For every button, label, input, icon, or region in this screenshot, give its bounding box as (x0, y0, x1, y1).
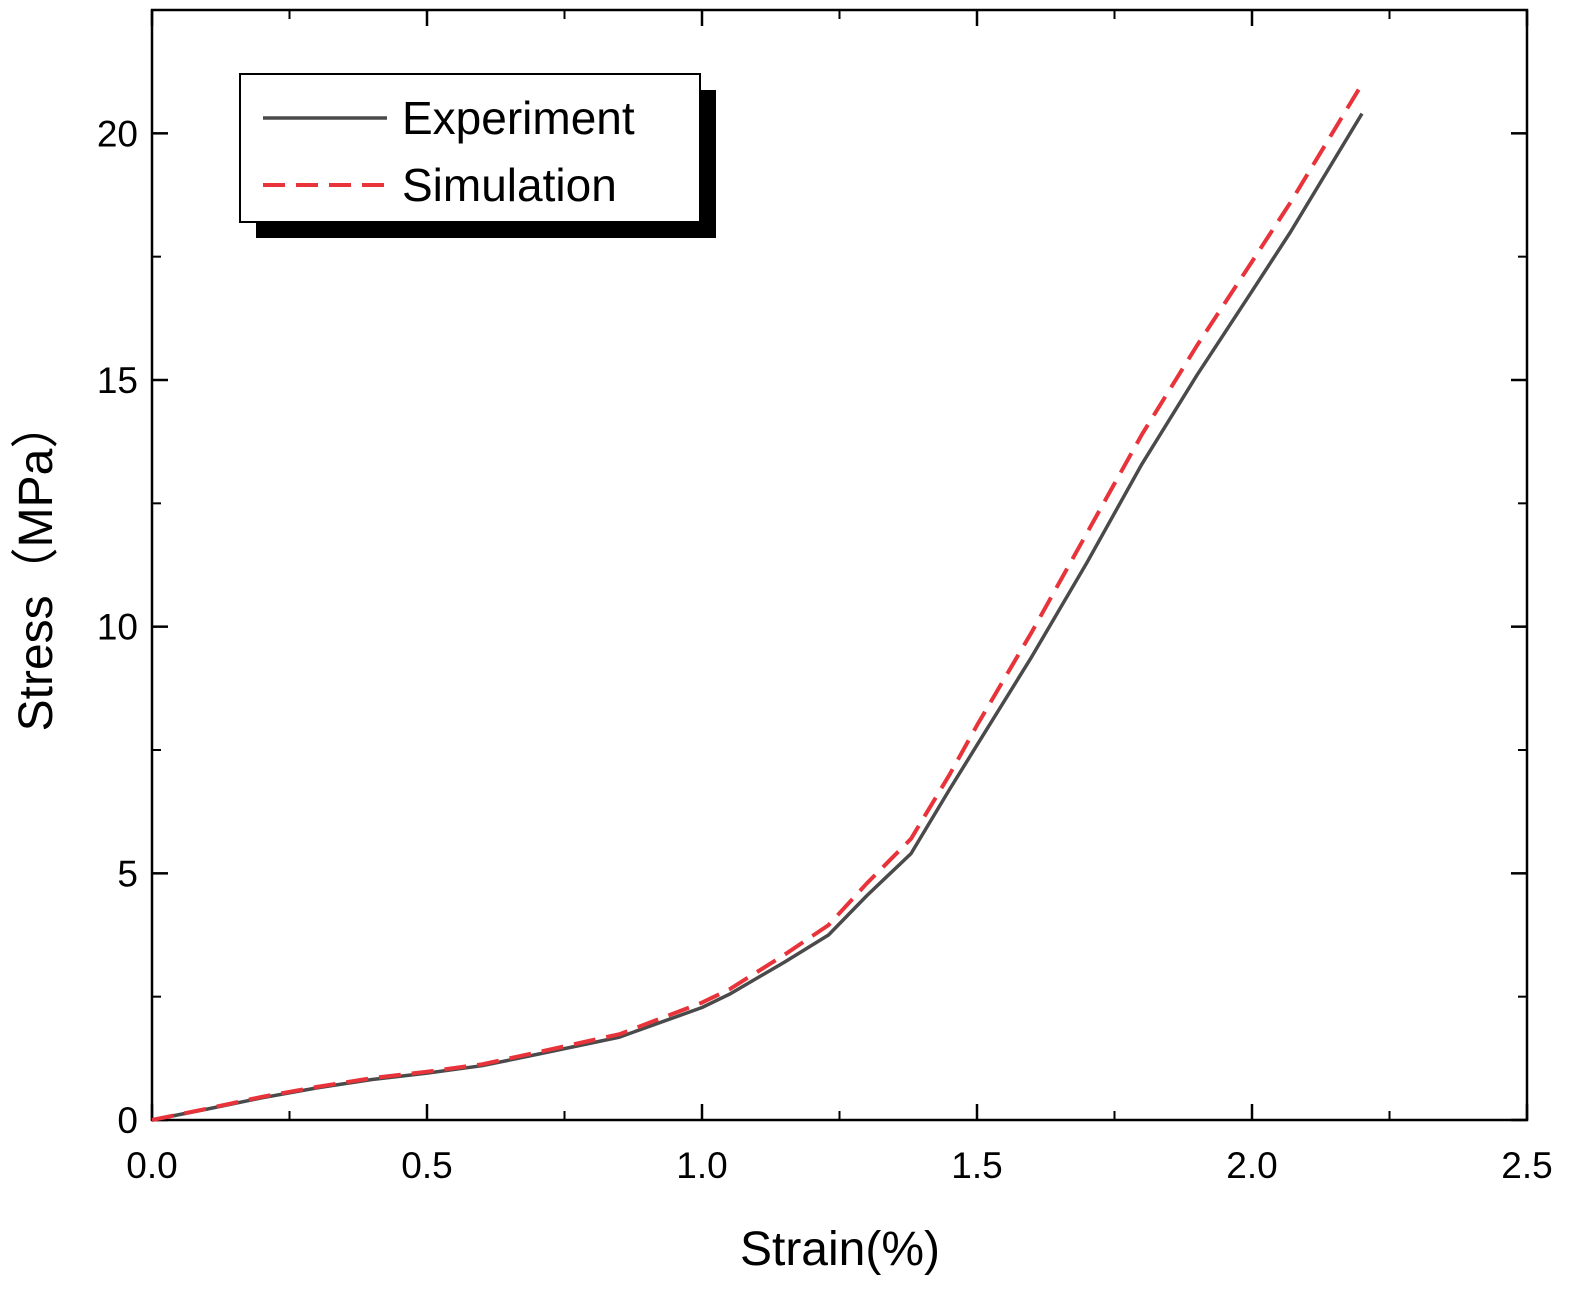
y-tick-label: 20 (97, 113, 138, 154)
y-tick-label: 10 (97, 607, 138, 648)
series-line-simulation (151, 82, 1364, 1122)
legend-label-simulation: Simulation (402, 159, 617, 211)
y-tick-label: 0 (117, 1100, 138, 1141)
x-tick-label: 0.5 (401, 1145, 452, 1186)
axis-ticks: 0.0 0.5 1.0 1.5 2.0 2.5 0 5 10 15 20 (97, 10, 1553, 1186)
x-axis-title: Strain(%) (740, 1223, 940, 1276)
legend-box (239, 73, 701, 223)
y-axis-title: Stress（MPa） (10, 401, 63, 732)
data-series (151, 82, 1364, 1122)
legend: Experiment Simulation (239, 73, 716, 238)
legend-label-experiment: Experiment (402, 92, 635, 144)
x-tick-label: 2.5 (1501, 1145, 1552, 1186)
y-tick-label: 5 (117, 853, 138, 894)
x-tick-label: 1.0 (676, 1145, 727, 1186)
y-tick-label: 15 (97, 360, 138, 401)
x-tick-label: 2.0 (1226, 1145, 1277, 1186)
x-tick-label: 1.5 (951, 1145, 1002, 1186)
x-tick-label: 0.0 (126, 1145, 177, 1186)
